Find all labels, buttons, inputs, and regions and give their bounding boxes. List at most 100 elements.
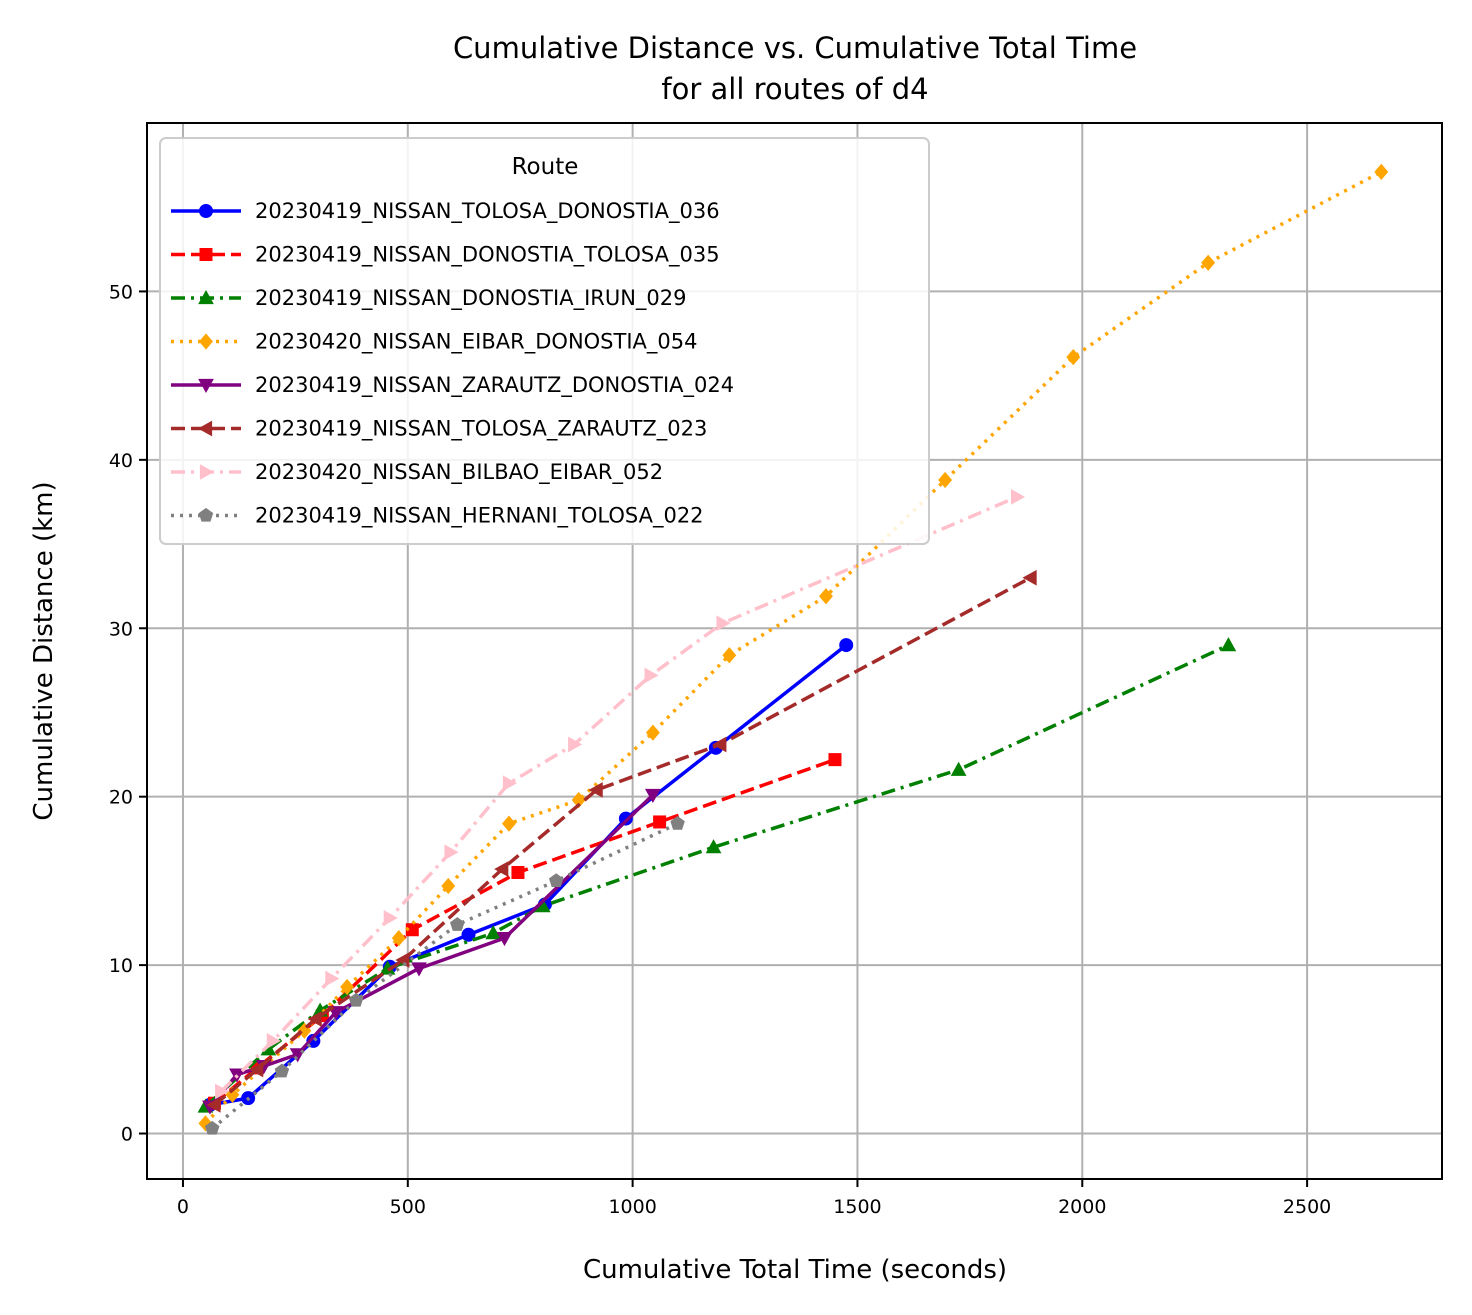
legend-entry: 20230419_NISSAN_ZARAUTZ_DONOSTIA_024 <box>171 373 734 398</box>
y-tick-label: 40 <box>109 450 133 472</box>
data-point <box>306 1033 321 1048</box>
data-point <box>307 1011 322 1027</box>
x-tick-label: 0 <box>177 1196 189 1218</box>
data-point <box>461 927 476 942</box>
data-point <box>950 761 967 776</box>
data-point <box>274 1063 290 1078</box>
data-point <box>383 910 398 926</box>
chart-subtitle: for all routes of d4 <box>661 72 928 106</box>
data-point <box>450 917 465 931</box>
legend-box <box>159 137 930 545</box>
x-axis-label: Cumulative Total Time (seconds) <box>583 1255 1007 1285</box>
data-point <box>938 471 953 489</box>
data-point <box>391 930 406 947</box>
data-point <box>722 647 737 664</box>
legend-label: 20230419_NISSAN_ZARAUTZ_DONOSTIA_024 <box>255 373 734 398</box>
series-8 <box>204 816 685 1135</box>
data-point <box>204 1120 220 1135</box>
data-point <box>1022 569 1037 586</box>
series-6 <box>206 569 1037 1113</box>
data-point <box>502 775 518 792</box>
y-tick-label: 20 <box>109 787 133 809</box>
legend-entry: 20230419_NISSAN_TOLOSA_DONOSTIA_036 <box>171 199 720 224</box>
x-tick-label: 1000 <box>608 1196 656 1218</box>
data-point <box>411 962 427 977</box>
legend: Route 20230419_NISSAN_TOLOSA_DONOSTIA_03… <box>159 137 930 545</box>
series-line <box>204 170 1383 1125</box>
data-point <box>441 877 456 895</box>
chart-title: Cumulative Distance vs. Cumulative Total… <box>453 31 1137 65</box>
legend-label: 20230420_NISSAN_EIBAR_DONOSTIA_054 <box>255 330 697 355</box>
legend-title: Route <box>512 154 579 180</box>
data-point <box>340 978 355 996</box>
data-point <box>249 1061 264 1078</box>
y-axis-label: Cumulative Distance (km) <box>29 481 59 820</box>
data-point <box>215 1083 230 1100</box>
data-point <box>705 839 722 854</box>
plot-series <box>197 163 1389 1135</box>
legend-marker <box>198 507 214 522</box>
data-point <box>653 815 667 829</box>
series-4 <box>198 163 1389 1132</box>
data-point <box>494 861 509 877</box>
data-point <box>670 816 685 830</box>
axis-ticks: 0 500 1000 1500 2000 2500 0 10 20 30 40 50 <box>109 281 1331 1218</box>
data-point <box>644 667 659 684</box>
data-point <box>511 865 525 879</box>
data-point <box>206 1097 221 1113</box>
data-point <box>1201 254 1216 271</box>
legend-entry: 20230419_NISSAN_TOLOSA_ZARAUTZ_023 <box>171 417 707 442</box>
plot-frame <box>146 122 1443 1180</box>
legend-entry: 20230420_NISSAN_BILBAO_EIBAR_052 <box>171 460 663 485</box>
data-point <box>712 736 727 753</box>
x-tick-label: 1500 <box>833 1196 881 1218</box>
data-point <box>645 724 660 741</box>
legend-label: 20230419_NISSAN_DONOSTIA_IRUN_029 <box>255 286 687 311</box>
legend-entry: 20230419_NISSAN_DONOSTIA_IRUN_029 <box>171 286 687 311</box>
legend-marker <box>199 248 213 261</box>
x-tick-label: 500 <box>390 1196 426 1218</box>
legend-label: 20230419_NISSAN_TOLOSA_DONOSTIA_036 <box>255 199 720 224</box>
data-point <box>568 736 583 753</box>
legend-marker <box>198 378 214 394</box>
data-point <box>1220 637 1237 652</box>
legend-marker <box>199 333 213 350</box>
legend-label: 20230419_NISSAN_HERNANI_TOLOSA_022 <box>255 504 704 529</box>
legend-entry: 20230419_NISSAN_HERNANI_TOLOSA_022 <box>171 504 704 529</box>
series-line <box>219 495 1018 1093</box>
y-tick-label: 30 <box>109 618 133 640</box>
legend-marker <box>197 420 213 437</box>
legend-label: 20230419_NISSAN_TOLOSA_ZARAUTZ_023 <box>255 417 707 442</box>
data-point <box>828 753 842 767</box>
data-point <box>588 782 603 798</box>
legend-entry: 20230419_NISSAN_DONOSTIA_TOLOSA_035 <box>171 243 720 268</box>
series-line <box>213 576 1032 1107</box>
data-point <box>839 638 854 653</box>
data-point <box>502 815 516 832</box>
data-point <box>819 588 833 605</box>
data-point <box>548 873 564 888</box>
data-point <box>325 970 340 987</box>
data-point <box>444 844 459 861</box>
data-point <box>348 992 364 1007</box>
x-tick-label: 2500 <box>1283 1196 1331 1218</box>
data-point <box>485 925 502 940</box>
data-point <box>1010 489 1026 505</box>
x-tick-label: 2000 <box>1058 1196 1106 1218</box>
series-7 <box>215 489 1026 1100</box>
series-5 <box>202 788 661 1115</box>
legend-marker <box>199 464 215 480</box>
y-tick-label: 10 <box>109 955 133 977</box>
data-point <box>496 932 513 947</box>
legend-marker <box>198 289 214 305</box>
legend-entry: 20230420_NISSAN_EIBAR_DONOSTIA_054 <box>171 330 697 355</box>
data-point <box>571 791 586 809</box>
y-tick-label: 50 <box>109 281 133 303</box>
data-point <box>1066 348 1081 366</box>
data-point <box>645 788 661 804</box>
legend-label: 20230420_NISSAN_BILBAO_EIBAR_052 <box>255 460 663 485</box>
legend-marker <box>199 204 213 218</box>
legend-label: 20230419_NISSAN_DONOSTIA_TOLOSA_035 <box>255 243 720 268</box>
data-point <box>266 1033 281 1049</box>
